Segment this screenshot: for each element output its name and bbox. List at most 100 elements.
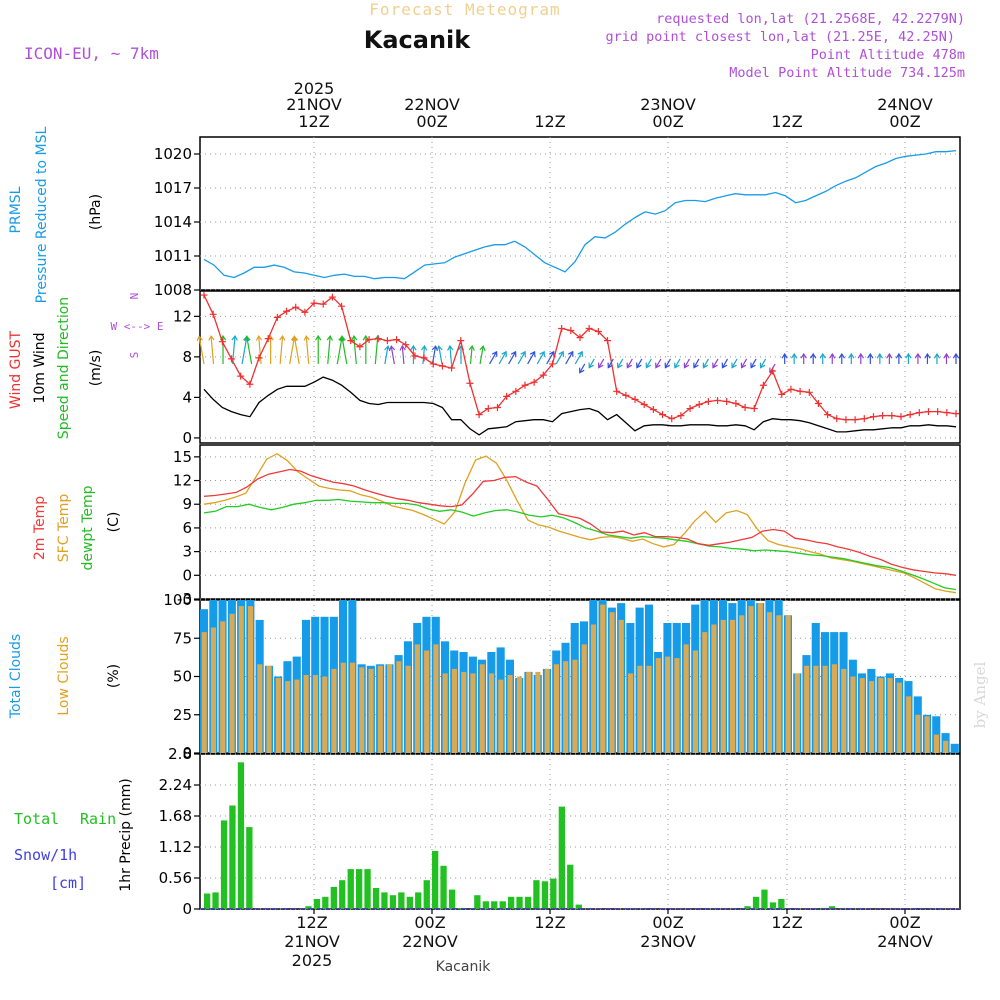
gust-marker (411, 352, 419, 360)
y-tick-label: 12 (173, 472, 192, 490)
gust-marker (668, 415, 676, 423)
rain-bar (457, 907, 464, 909)
wind-arrow (636, 358, 643, 368)
low-cloud-bar (748, 606, 754, 753)
low-cloud-bar (776, 615, 782, 753)
gust-marker (814, 399, 822, 407)
wind-arrow-head (664, 362, 671, 369)
wind-arrow-head (636, 362, 642, 369)
gust-marker (558, 324, 566, 332)
rain-bar (415, 892, 422, 909)
low-cloud-bar (544, 668, 550, 753)
y-tick-label: 9 (182, 495, 192, 513)
bottom-hour: 12Z (771, 913, 802, 932)
wind-arrow-head (655, 362, 661, 369)
top-year: 2025 (294, 79, 335, 98)
y-tick-label: 1017 (154, 179, 192, 197)
wind-arrow (536, 351, 545, 365)
gust-marker (402, 341, 410, 349)
gust-marker (879, 412, 887, 420)
low-cloud-bar (841, 668, 847, 753)
wind-arrow-head (867, 352, 874, 359)
wind-arrow (241, 336, 248, 365)
wind-arrow-head (303, 334, 310, 341)
legend-total: Total (14, 810, 59, 828)
rain-bar (389, 895, 397, 909)
pressure-line (203, 149, 957, 280)
rain-bar (406, 896, 413, 909)
gust-marker (906, 411, 914, 419)
wind-arrow (527, 351, 536, 365)
pressure-unit: (hPa) (88, 194, 104, 230)
gust-marker (594, 328, 602, 336)
wind-arrow-head (876, 352, 884, 359)
rain-bar (364, 869, 371, 909)
wind-arrow-head (645, 362, 652, 369)
gust-marker (200, 291, 208, 299)
y-tick-label: 25 (173, 706, 192, 724)
wind-arrow (607, 358, 614, 368)
low-cloud-bar (275, 678, 281, 753)
gust-marker (824, 411, 832, 419)
wind-arrow-head (895, 352, 903, 359)
wind-arrow (353, 336, 357, 365)
rain-bar (769, 902, 777, 909)
wind-arrow (645, 358, 652, 368)
rain-bar (440, 865, 447, 909)
wind-arrow-head (617, 362, 623, 369)
wind-unit: (m/s) (88, 350, 104, 387)
gust-marker (915, 409, 923, 417)
gust-marker (503, 392, 511, 400)
top-hour: 12Z (298, 112, 329, 131)
rain-bar (744, 906, 751, 909)
gust-marker (475, 411, 483, 419)
gust-marker (310, 299, 318, 307)
low-cloud-bar (785, 615, 791, 753)
wind-arrow-head (339, 335, 346, 342)
gust-marker (659, 411, 667, 419)
wind-arrow (626, 358, 633, 368)
top-day: 21NOV (286, 95, 342, 114)
gust-marker (301, 308, 309, 316)
rain-bar (330, 886, 337, 909)
panel-frame (199, 290, 961, 444)
rain-bar (432, 850, 439, 909)
rain-bar (524, 896, 532, 909)
low-cloud-bar (804, 665, 810, 753)
gust-marker (567, 327, 575, 335)
low-cloud-bar (730, 619, 736, 753)
gust-marker (943, 409, 951, 417)
legend-rain: Rain (80, 810, 116, 828)
low-cloud-bar (906, 696, 912, 753)
wind-arrow-head (848, 352, 855, 359)
rain-bar (398, 892, 405, 909)
wind-arrow (617, 358, 624, 368)
low-cloud-bar (646, 665, 652, 753)
wind-arrow-head (886, 352, 893, 359)
low-cloud-bar (869, 681, 875, 753)
wind-arrow (712, 358, 719, 368)
wind-arrow (231, 336, 236, 365)
gust-marker (750, 405, 758, 413)
wind-arrow (664, 358, 671, 368)
gust-marker (457, 337, 465, 345)
temp2m-label: 2m Temp (32, 496, 48, 560)
rain-bar (237, 762, 245, 909)
wind-arrow (489, 351, 498, 365)
rain-bar (356, 869, 363, 909)
y-tick-label: 12 (173, 307, 192, 325)
total-clouds-label: Total Clouds (8, 634, 24, 719)
gust-marker (604, 337, 612, 345)
low-cloud-bar (581, 644, 587, 753)
wind-arrow-head (721, 362, 728, 369)
low-cloud-bar (915, 714, 921, 754)
wind-arrow-head (607, 362, 613, 369)
low-cloud-bar (553, 664, 559, 753)
gust-marker (246, 380, 254, 388)
wind-arrow (210, 336, 215, 365)
gust-marker (631, 395, 639, 403)
wind-arrow (683, 358, 690, 368)
y-tick-label: 1.12 (159, 838, 192, 856)
low-cloud-bar (322, 676, 328, 753)
wind-arrow-head (800, 352, 807, 359)
